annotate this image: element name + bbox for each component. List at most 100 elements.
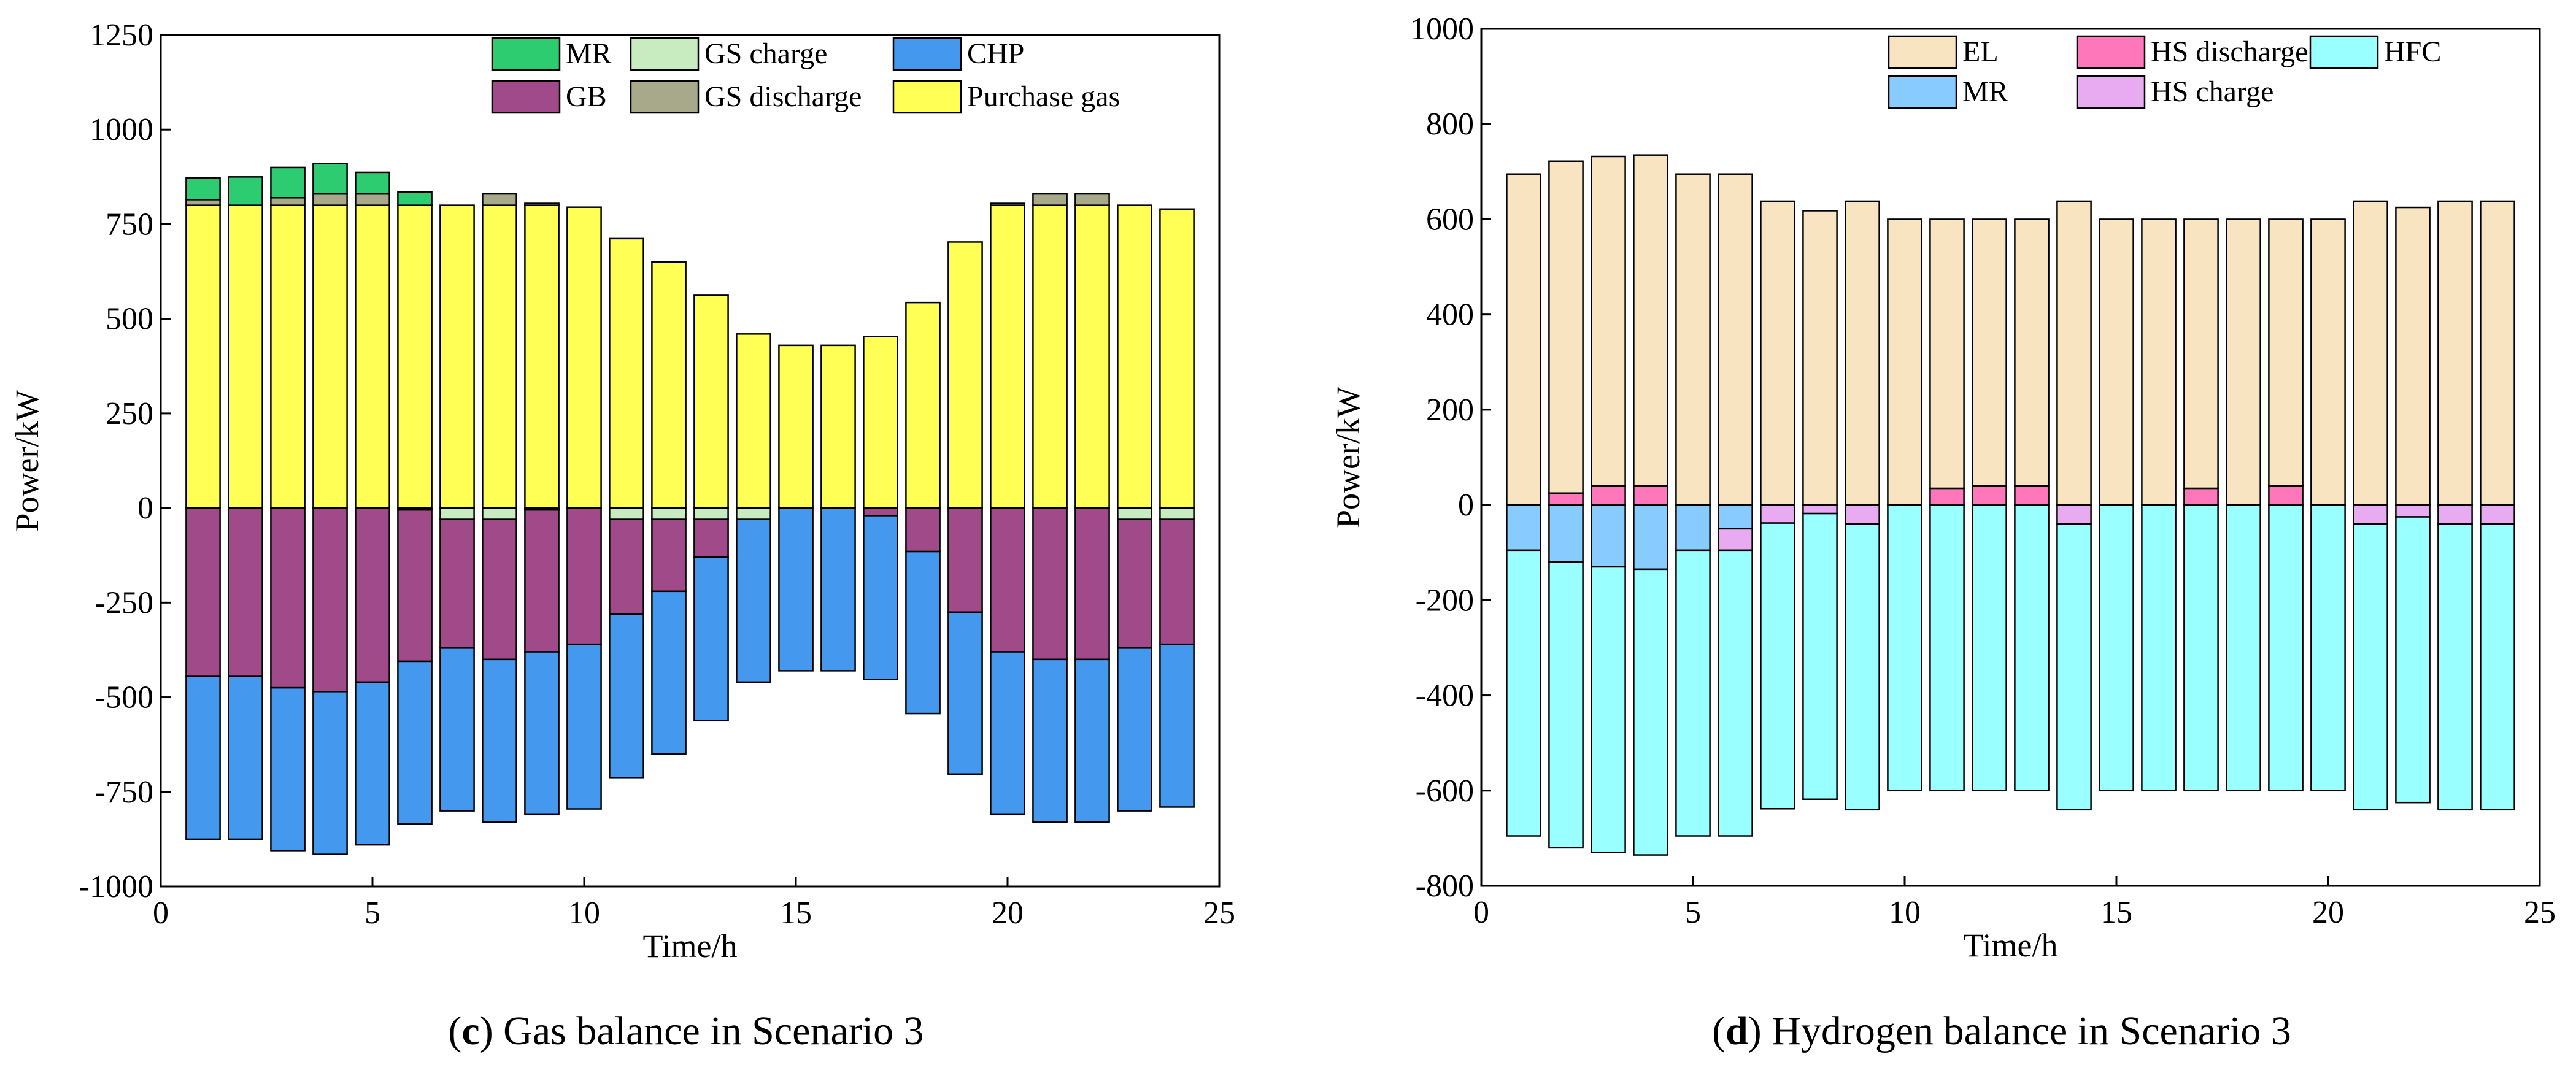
bar-gs-discharge-h1 <box>185 199 221 206</box>
bar-el-h4 <box>1633 154 1668 487</box>
bar-purchase-gas-h8 <box>482 204 517 509</box>
plot-frame <box>1480 28 2541 887</box>
bar-el-h3 <box>1591 155 1626 487</box>
legend-label-mr: MR <box>1962 75 2008 108</box>
bar-purchase-gas-h9 <box>524 204 560 509</box>
bar-hs-discharge-h13 <box>2014 485 2050 506</box>
y-tick-label: -200 <box>1416 583 1474 618</box>
bar-hfc-h11 <box>1929 504 1965 792</box>
bar-el-h6 <box>1718 173 1753 506</box>
bar-gs-charge-h12 <box>651 507 687 520</box>
legend-label-mr: MR <box>566 37 612 70</box>
bar-hfc-h8 <box>1802 512 1838 800</box>
bar-el-h14 <box>2056 200 2092 506</box>
bar-gb-h5 <box>355 507 390 683</box>
legend-label-purchase-gas: Purchase gas <box>967 80 1120 113</box>
bar-purchase-gas-h1 <box>185 204 221 509</box>
bar-gb-h17 <box>863 507 898 517</box>
y-tick-label: 0 <box>137 491 153 526</box>
bar-gb-h2 <box>228 507 263 677</box>
y-tick-label: 250 <box>106 396 153 431</box>
bar-purchase-gas-h21 <box>1032 204 1068 509</box>
bar-hfc-h2 <box>1548 561 1584 849</box>
bar-hs-charge-h24 <box>2480 504 2515 525</box>
y-tick-label: 0 <box>1458 488 1474 523</box>
bar-mr-h6 <box>397 191 433 206</box>
bar-chp-h24 <box>1159 643 1195 808</box>
legend-label-gs-charge: GS charge <box>704 37 827 70</box>
bar-chp-h14 <box>736 518 771 683</box>
bar-purchase-gas-h23 <box>1117 204 1152 509</box>
bar-hfc-h19 <box>2268 504 2304 792</box>
bar-hfc-h21 <box>2353 523 2388 811</box>
bar-hfc-h24 <box>2480 523 2515 811</box>
legend-swatch-hs-discharge <box>2076 35 2146 69</box>
y-tick-label: -250 <box>95 585 153 620</box>
bar-gs-charge-h7 <box>439 507 475 520</box>
bar-gb-h3 <box>270 507 306 689</box>
bar-mr-h4 <box>312 163 348 195</box>
legend-swatch-el <box>1888 35 1957 69</box>
legend-swatch-hs-charge <box>2076 75 2146 109</box>
bar-gs-charge-h11 <box>609 507 644 520</box>
bar-purchase-gas-h12 <box>651 261 687 509</box>
bar-el-h23 <box>2437 200 2473 506</box>
bar-hfc-h22 <box>2395 516 2431 804</box>
legend-label-hfc: HFC <box>2384 36 2441 68</box>
bar-mr-h2 <box>1548 504 1584 563</box>
bar-gb-h24 <box>1159 518 1195 645</box>
figure-caption: (d) Hydrogen balance in Scenario 3 <box>1712 1009 2291 1053</box>
bar-mr-h5 <box>355 171 390 195</box>
bar-gs-charge-h14 <box>736 507 771 520</box>
bar-hfc-h13 <box>2014 504 2050 792</box>
bar-purchase-gas-h13 <box>693 294 729 509</box>
bar-hs-discharge-h2 <box>1548 492 1584 506</box>
caption-prefix: ( <box>448 1009 461 1053</box>
bar-gs-charge-h24 <box>1159 507 1195 520</box>
legend-swatch-mr <box>491 37 561 71</box>
y-tick-label: 750 <box>106 207 153 242</box>
bar-hfc-h1 <box>1506 549 1541 837</box>
bar-purchase-gas-h22 <box>1074 204 1110 509</box>
plot-frame <box>160 34 1221 888</box>
bar-purchase-gas-h11 <box>609 237 644 509</box>
y-axis-label: Power/kW <box>9 390 45 531</box>
figure-caption: (c) Gas balance in Scenario 3 <box>448 1009 924 1053</box>
y-tick-label: 800 <box>1426 107 1474 142</box>
bar-chp-h23 <box>1117 647 1152 812</box>
bar-chp-h21 <box>1032 658 1068 823</box>
bar-el-h11 <box>1929 218 1965 490</box>
bar-gb-h4 <box>312 507 348 693</box>
bar-hfc-h16 <box>2141 504 2177 792</box>
bar-gs-discharge-h8 <box>482 193 517 206</box>
bar-gs-charge-h23 <box>1117 507 1152 520</box>
legend-label-gb: GB <box>566 80 607 113</box>
bar-purchase-gas-h17 <box>863 336 898 509</box>
bar-gb-h6 <box>397 509 433 663</box>
bar-gb-h1 <box>185 507 221 677</box>
bar-chp-h3 <box>270 686 306 852</box>
bar-hfc-h4 <box>1633 568 1668 856</box>
bar-hs-discharge-h19 <box>2268 485 2304 506</box>
legend-label-hs-discharge: HS discharge <box>2151 36 2308 68</box>
legend-swatch-chp <box>892 37 962 71</box>
bar-hs-charge-h22 <box>2395 504 2431 518</box>
bar-el-h15 <box>2099 218 2134 506</box>
caption-text: ) Gas balance in Scenario 3 <box>480 1009 924 1053</box>
bar-gb-h19 <box>947 507 983 613</box>
legend-label-hs-charge: HS charge <box>2151 75 2273 108</box>
bar-gs-discharge-h22 <box>1074 193 1110 206</box>
bar-purchase-gas-h14 <box>736 333 771 509</box>
bar-hs-charge-h8 <box>1802 504 1838 515</box>
bar-hs-charge-h9 <box>1845 504 1880 525</box>
caption-letter: d <box>1726 1009 1748 1053</box>
bar-hs-charge-h23 <box>2437 504 2473 525</box>
caption-letter: c <box>461 1009 479 1053</box>
bar-mr-h6 <box>1718 504 1753 530</box>
bar-chp-h1 <box>185 675 221 840</box>
bar-hfc-h14 <box>2056 523 2092 811</box>
bar-purchase-gas-h3 <box>270 204 306 509</box>
bar-hfc-h6 <box>1718 549 1753 837</box>
